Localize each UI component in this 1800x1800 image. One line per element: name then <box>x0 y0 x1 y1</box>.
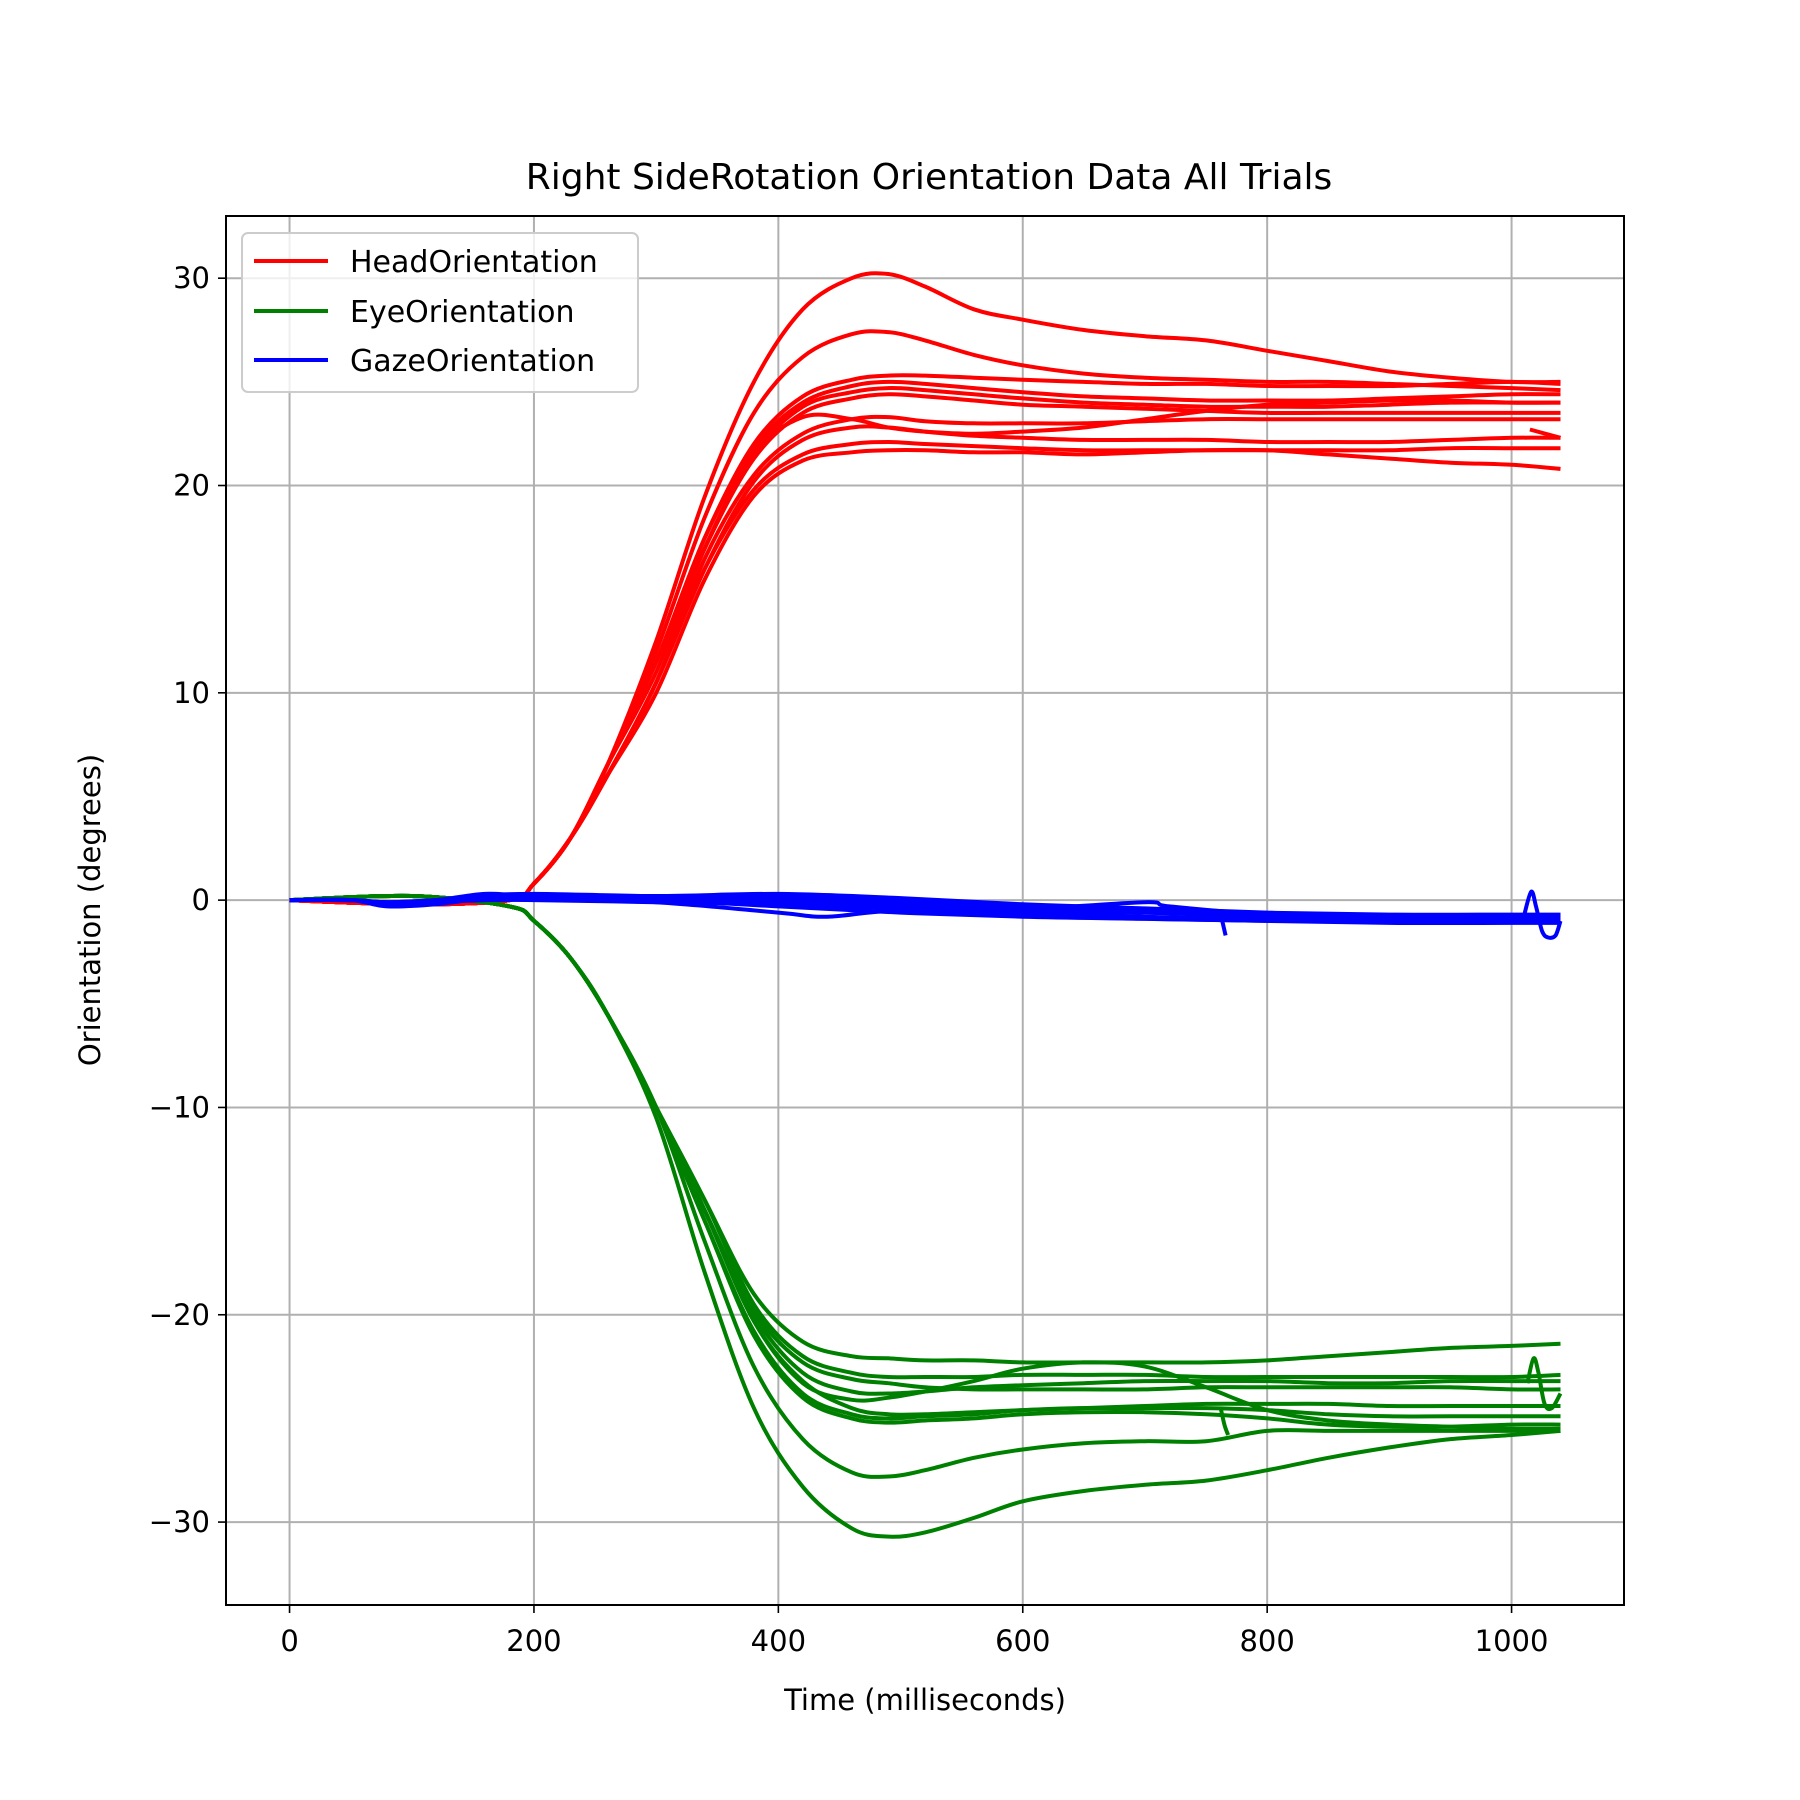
y-tick-label: 10 <box>173 676 210 710</box>
x-tick-label: 0 <box>280 1624 298 1658</box>
gaze-orientation-series-line <box>289 891 1561 921</box>
chart-title: Right SideRotation Orientation Data All … <box>526 157 1333 198</box>
gaze-orientation-series-line <box>1521 889 1563 940</box>
y-axis-ticks: −30 −20 −10 0 10 20 30 <box>149 261 226 1539</box>
x-axis-ticks: 0 200 400 600 800 1000 <box>280 1605 1548 1658</box>
plot-frame <box>225 215 1625 1606</box>
eye-orientation-series-line <box>1218 1407 1230 1436</box>
y-tick-label: −20 <box>149 1298 210 1332</box>
legend-entry-head: HeadOrientation <box>254 245 598 280</box>
x-tick-label: 200 <box>506 1624 561 1658</box>
y-axis-label: Orientation (degrees) <box>73 754 107 1066</box>
y-tick-label: −30 <box>149 1505 210 1539</box>
eye-orientation-series-line <box>1525 1356 1563 1412</box>
head-orientation-series-line <box>289 398 1561 907</box>
legend-label-gaze: GazeOrientation <box>350 344 595 379</box>
legend-entry-eye: EyeOrientation <box>254 295 575 330</box>
x-tick-label: 800 <box>1239 1624 1294 1658</box>
legend-entry-gaze: GazeOrientation <box>254 344 595 379</box>
x-tick-label: 1000 <box>1475 1624 1549 1658</box>
head-orientation-series-line <box>1529 427 1562 440</box>
y-tick-label: 30 <box>173 261 210 295</box>
x-axis-label: Time (milliseconds) <box>783 1683 1066 1717</box>
legend-box <box>241 232 639 393</box>
legend: HeadOrientation EyeOrientation GazeOrien… <box>241 232 639 393</box>
y-tick-label: −10 <box>149 1090 210 1124</box>
legend-label-eye: EyeOrientation <box>350 295 575 330</box>
plot-area: 0 200 400 600 800 1000 −30 −20 −10 0 10 20 30 <box>149 215 1625 1658</box>
legend-label-head: HeadOrientation <box>350 245 598 280</box>
y-tick-label: 20 <box>173 469 210 503</box>
eye-orientation-series-line <box>289 893 1561 1431</box>
x-tick-label: 400 <box>751 1624 806 1658</box>
x-tick-label: 600 <box>995 1624 1050 1658</box>
gaze-orientation-series-line <box>1218 914 1228 936</box>
y-tick-label: 0 <box>192 883 210 917</box>
series-layer <box>289 271 1563 1539</box>
